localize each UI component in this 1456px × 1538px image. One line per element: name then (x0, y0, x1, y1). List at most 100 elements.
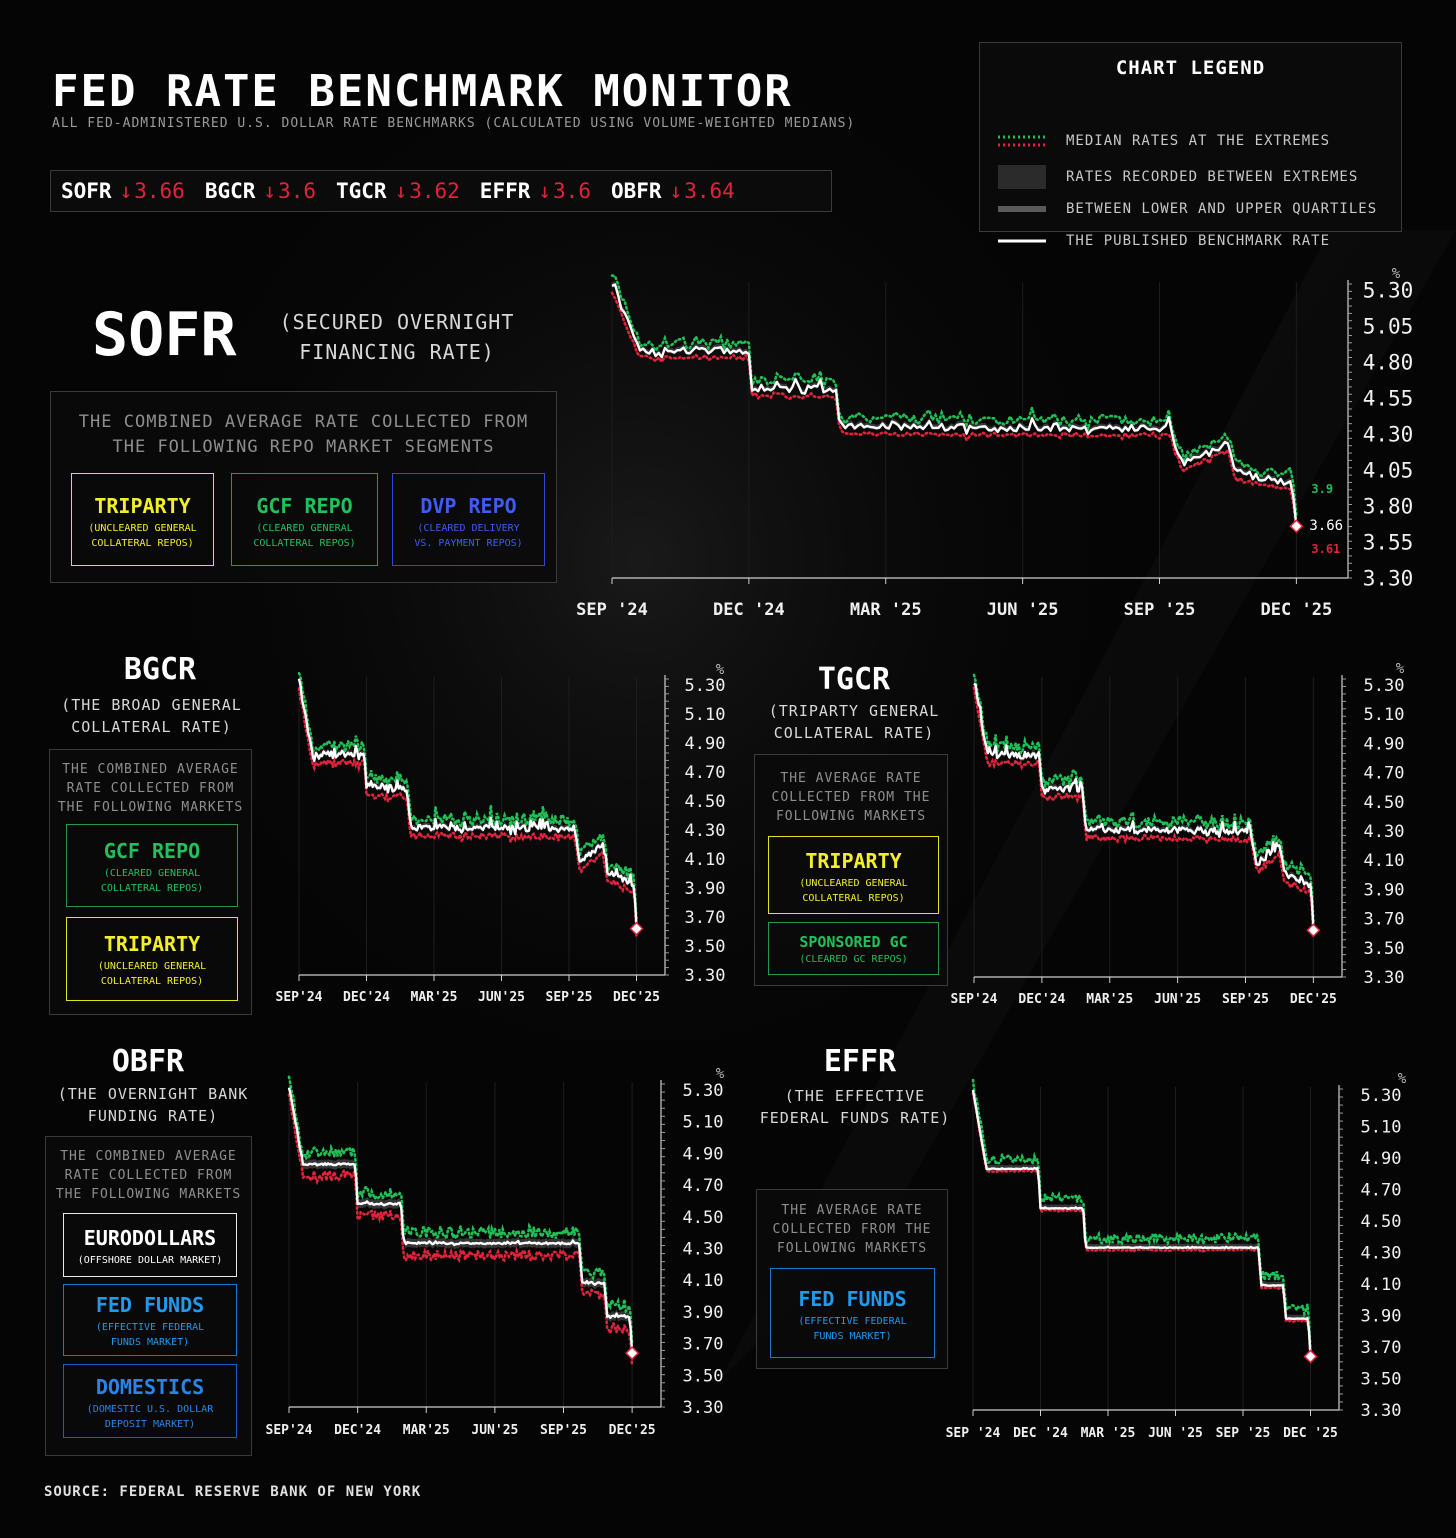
bgcr-chart: SEP'24 DEC'24 MAR'25 JUN'25 SEP'25 DEC'25 5.30… (276, 662, 726, 1005)
sofr-desc-line1: (SECURED OVERNIGHT (279, 310, 515, 334)
segment-desc: (UNCLEARED GENERAL (88, 523, 197, 534)
y-tick-label: 4.90 (1361, 1149, 1402, 1169)
x-tick-label: SEP'25 (546, 990, 593, 1005)
effr-panel-line1: THE AVERAGE RATE (781, 1203, 923, 1218)
bgcr-segment-gcf-repo: GCF REPO (CLEARED GENERAL COLLATERAL REP… (66, 824, 238, 907)
bgcr-panel-line1: THE COMBINED AVERAGE (62, 762, 239, 777)
page-subtitle: ALL FED-ADMINISTERED U.S. DOLLAR RATE BE… (52, 116, 856, 131)
x-tick-label: SEP'24 (951, 992, 998, 1007)
segment-desc: FUNDS MARKET) (110, 1337, 190, 1348)
y-tick-label: 3.30 (1363, 566, 1414, 590)
x-tick-label: MAR'25 (403, 1423, 450, 1438)
y-tick-label: 4.90 (1364, 734, 1405, 754)
segment-desc: (UNCLEARED GENERAL (97, 961, 207, 972)
ticker-value: 3.66 (134, 179, 185, 203)
x-tick-label: JUN '25 (1148, 1426, 1203, 1441)
legend-label-rate: THE PUBLISHED BENCHMARK RATE (1066, 233, 1331, 249)
legend-item-extremes: MEDIAN RATES AT THE EXTREMES (998, 133, 1330, 149)
x-tick-label: SEP '24 (946, 1426, 1001, 1441)
ticker-name: BGCR (204, 179, 256, 203)
bgcr-panel-line2: RATE COLLECTED FROM (66, 781, 235, 796)
y-tick-label: 3.90 (685, 879, 726, 899)
y-tick-label: 4.50 (685, 792, 726, 812)
segment-desc: COLLATERAL REPOS) (100, 976, 204, 987)
ticker-name: EFFR (479, 179, 531, 203)
effr-segment-fed-funds: FED FUNDS (EFFECTIVE FEDERAL FUNDS MARKE… (770, 1268, 935, 1358)
y-tick-label: 5.30 (1363, 278, 1414, 302)
segment-desc: (DOMESTIC U.S. DOLLAR (86, 1404, 214, 1415)
annotation-upper: 3.9 (1311, 482, 1333, 496)
quartile-band (973, 1086, 1311, 1358)
x-tick-label: SEP'25 (540, 1423, 587, 1438)
x-tick-label: MAR '25 (850, 600, 922, 620)
x-tick-label: JUN'25 (478, 990, 525, 1005)
y-tick-label: 5.10 (683, 1113, 724, 1133)
segment-desc: (CLEARED GENERAL (103, 868, 201, 879)
y-tick-label: 4.10 (1364, 851, 1405, 871)
segment-desc: (EFFECTIVE FEDERAL (798, 1316, 907, 1327)
latest-value-marker (1303, 1349, 1318, 1364)
y-tick-label: 3.70 (685, 908, 726, 928)
obfr-segment-eurodollars: EURODOLLARS (OFFSHORE DOLLAR MARKET) (63, 1213, 237, 1277)
segment-name: DOMESTICS (95, 1375, 205, 1399)
x-tick-label: MAR '25 (1081, 1426, 1136, 1441)
tgcr-segment-triparty: TRIPARTY (UNCLEARED GENERAL COLLATERAL R… (768, 836, 939, 914)
segment-desc: COLLATERAL REPOS) (253, 538, 356, 549)
lower-extreme-series (971, 1091, 1312, 1359)
y-unit-label: % (1392, 266, 1401, 282)
legend-label-range: RATES RECORDED BETWEEN EXTREMES (1066, 169, 1359, 185)
y-tick-label: 5.30 (1364, 676, 1405, 696)
annotation-lower: 3.61 (1311, 542, 1340, 556)
obfr-panel-line3: THE FOLLOWING MARKETS (55, 1187, 242, 1202)
segment-desc: COLLATERAL REPOS) (802, 893, 905, 904)
segment-name: TRIPARTY (103, 932, 201, 956)
source-note: SOURCE: FEDERAL RESERVE BANK OF NEW YORK (44, 1484, 422, 1500)
legend-swatch-extremes (998, 135, 1046, 147)
segment-desc: VS. PAYMENT REPOS) (414, 538, 523, 549)
obfr-segment-fed-funds: FED FUNDS (EFFECTIVE FEDERAL FUNDS MARKE… (63, 1284, 237, 1356)
segment-desc: (CLEARED GC REPOS) (799, 954, 908, 965)
ticker-value: 3.6 (278, 179, 316, 203)
ticker-item-bgcr: BGCR ↓ 3.6 (205, 179, 316, 203)
lower-extreme-series (610, 291, 1298, 531)
obfr-heading: OBFR (111, 1044, 185, 1079)
quartile-band (289, 1083, 633, 1358)
y-tick-label: 4.50 (1364, 793, 1405, 813)
effr-description: (THE EFFECTIVE FEDERAL FUNDS RATE) (750, 1085, 960, 1129)
upper-extreme-series (610, 274, 1298, 517)
ticker-name: TGCR (335, 179, 387, 203)
bgcr-segment-triparty: TRIPARTY (UNCLEARED GENERAL COLLATERAL R… (66, 917, 238, 1001)
bgcr-components-panel: THE COMBINED AVERAGE RATE COLLECTED FROM… (49, 749, 252, 1015)
obfr-segment-domestics: DOMESTICS (DOMESTIC U.S. DOLLAR DEPOSIT … (63, 1364, 237, 1438)
latest-value-marker (625, 1346, 640, 1361)
ticker-name: OBFR (610, 179, 662, 203)
benchmark-rate-series (297, 678, 638, 927)
y-tick-label: 4.70 (683, 1176, 724, 1196)
y-tick-label: 3.50 (683, 1366, 724, 1386)
segment-desc: (EFFECTIVE FEDERAL (95, 1322, 205, 1333)
x-tick-label: DEC'25 (613, 990, 660, 1005)
benchmark-rate-series (971, 1089, 1312, 1357)
ticker-item-tgcr: TGCR ↓ 3.62 (336, 179, 460, 203)
legend-item-rate: THE PUBLISHED BENCHMARK RATE (998, 233, 1330, 249)
y-tick-label: 3.50 (1364, 939, 1405, 959)
x-tick-label: JUN'25 (1154, 992, 1201, 1007)
benchmark-rate-series (287, 1087, 634, 1353)
y-tick-label: 3.80 (1363, 494, 1414, 518)
y-tick-label: 3.70 (1361, 1338, 1402, 1358)
down-arrow-icon: ↓ (263, 179, 277, 203)
y-tick-label: 4.30 (1361, 1243, 1402, 1263)
y-tick-label: 3.90 (1364, 880, 1405, 900)
y-tick-label: 4.50 (1361, 1212, 1402, 1232)
segment-desc: COLLATERAL REPOS) (100, 883, 204, 894)
latest-value-marker (1306, 923, 1321, 938)
obfr-desc-line2: FUNDING RATE) (87, 1107, 219, 1125)
x-tick-label: JUN'25 (471, 1423, 518, 1438)
quartile-band (974, 679, 1314, 931)
upper-extreme-series (972, 673, 1315, 923)
legend-label-quartiles: BETWEEN LOWER AND UPPER QUARTILES (1066, 201, 1378, 217)
x-tick-label: MAR'25 (411, 990, 458, 1005)
lower-extreme-series (297, 687, 638, 939)
x-tick-label: JUN '25 (987, 600, 1059, 620)
legend-swatch-rate (998, 239, 1046, 243)
